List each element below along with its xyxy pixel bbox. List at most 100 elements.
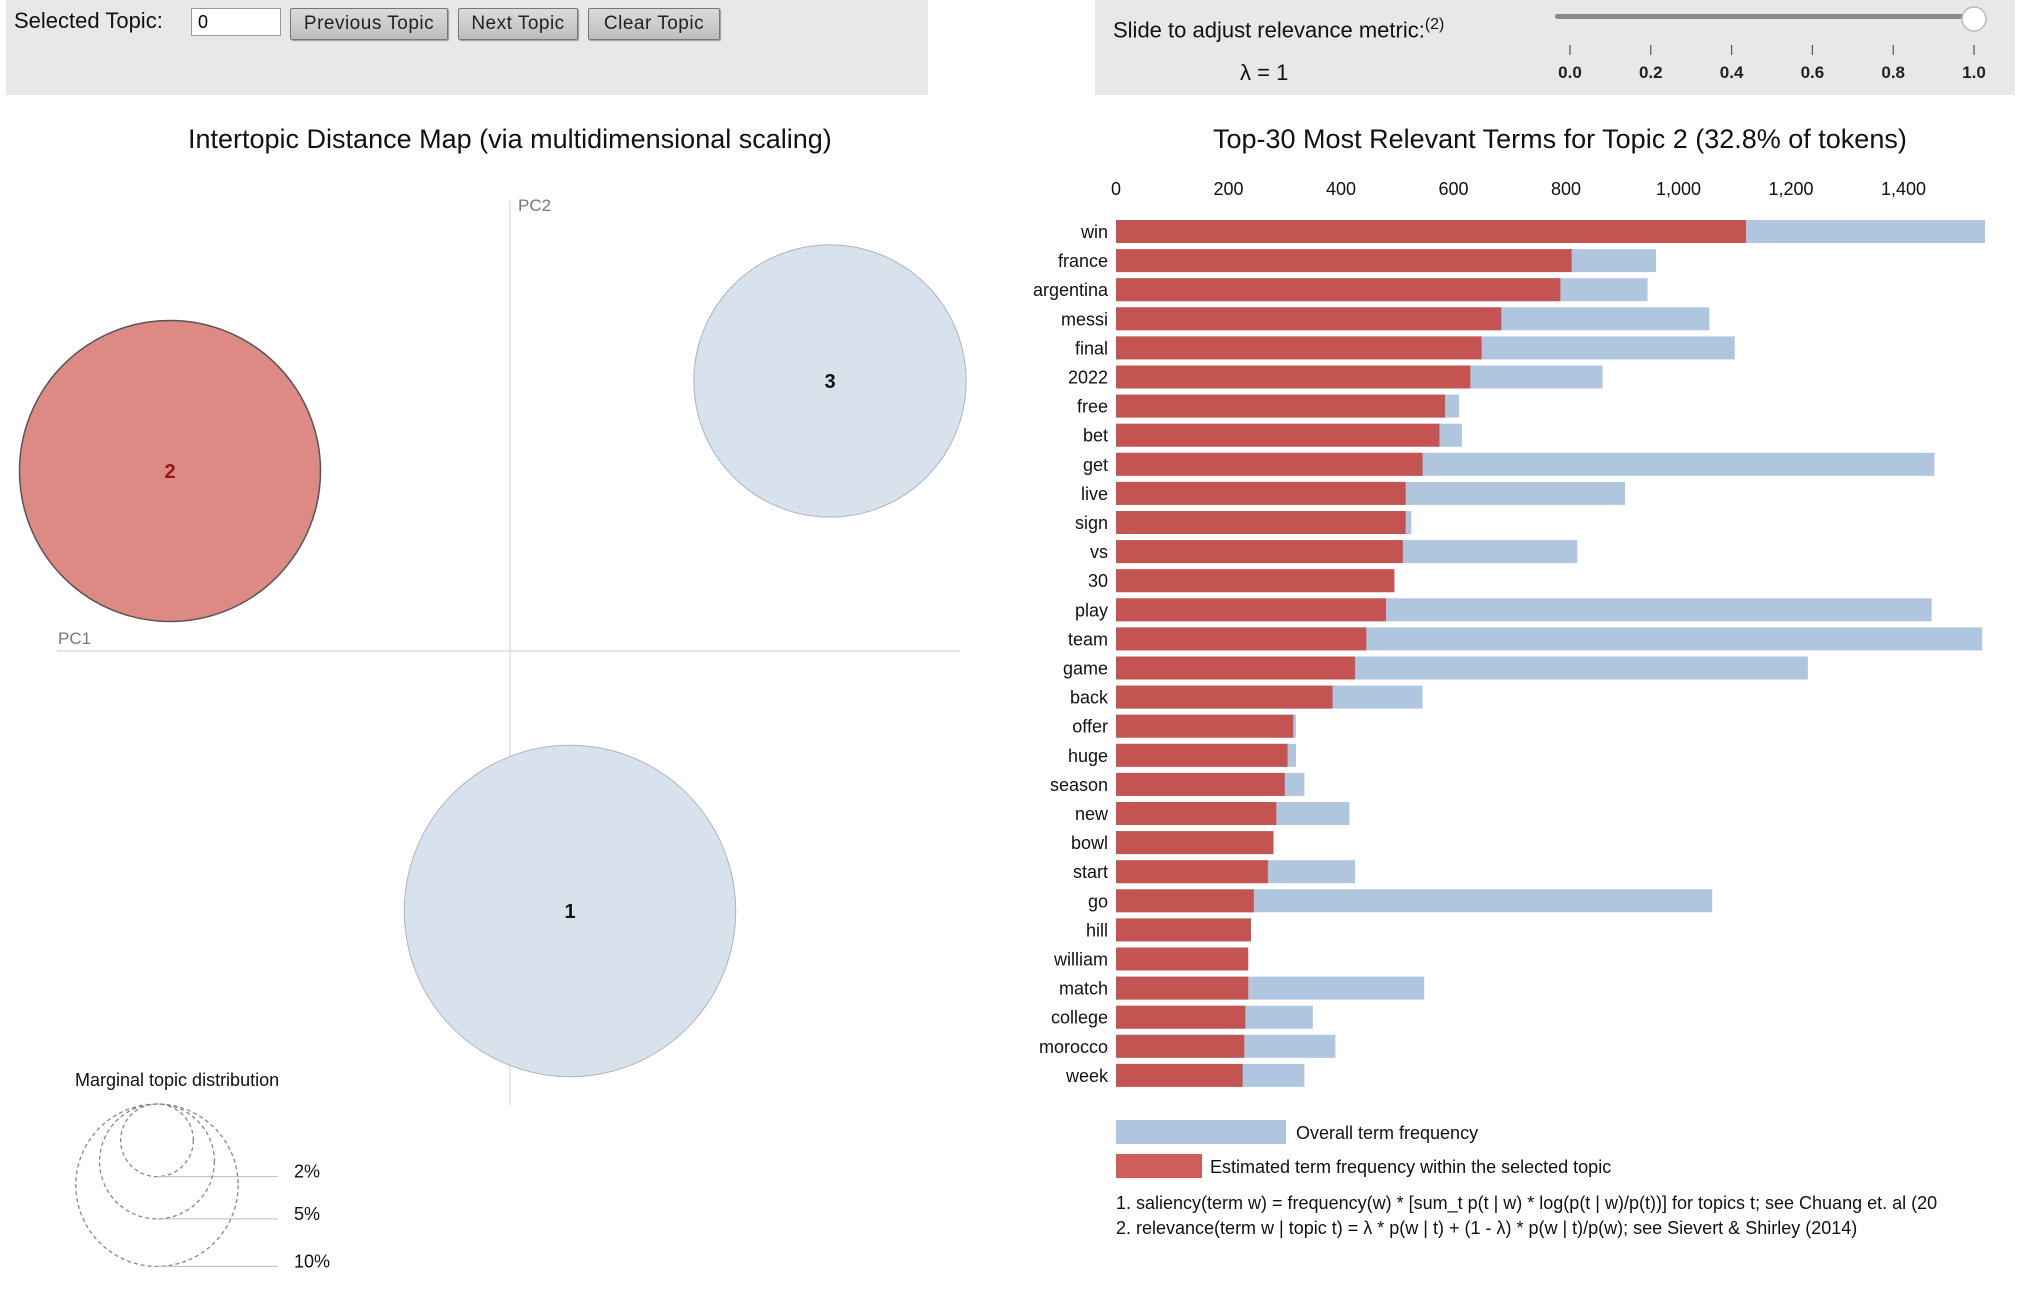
term-label[interactable]: week bbox=[1065, 1066, 1109, 1086]
term-label[interactable]: morocco bbox=[1039, 1037, 1108, 1057]
footnote-relevance: 2. relevance(term w | topic t) = λ * p(w… bbox=[1116, 1218, 1857, 1238]
selected-topic-label: Selected Topic: bbox=[14, 8, 163, 33]
topic-frequency-bar[interactable] bbox=[1116, 627, 1367, 651]
topic-frequency-bar[interactable] bbox=[1116, 772, 1285, 796]
pc2-axis-label: PC2 bbox=[518, 196, 551, 215]
term-label[interactable]: game bbox=[1063, 659, 1108, 679]
topic-frequency-bar[interactable] bbox=[1116, 976, 1249, 1000]
term-label[interactable]: back bbox=[1070, 688, 1109, 708]
topic-frequency-bar[interactable] bbox=[1116, 860, 1268, 884]
topic-circle-1[interactable] bbox=[403, 744, 737, 1078]
topic-frequency-bar[interactable] bbox=[1116, 802, 1277, 825]
term-label[interactable]: hill bbox=[1086, 920, 1108, 940]
topic-frequency-bar[interactable] bbox=[1116, 1005, 1246, 1029]
term-label[interactable]: argentina bbox=[1033, 280, 1109, 300]
term-label[interactable]: season bbox=[1050, 775, 1108, 795]
term-label[interactable]: bet bbox=[1083, 426, 1108, 446]
marginal-distribution-title: Marginal topic distribution bbox=[75, 1070, 279, 1090]
slider-track[interactable] bbox=[1555, 14, 1965, 19]
term-label[interactable]: free bbox=[1077, 397, 1108, 417]
topic-frequency-bar[interactable] bbox=[1116, 714, 1294, 738]
x-tick-label: 1,000 bbox=[1656, 179, 1701, 199]
topic-frequency-bar[interactable] bbox=[1116, 365, 1471, 389]
footnote-saliency: 1. saliency(term w) = frequency(w) * [su… bbox=[1116, 1193, 1937, 1214]
legend-topic-label: Estimated term frequency within the sele… bbox=[1210, 1157, 1611, 1177]
topic-frequency-bar[interactable] bbox=[1116, 336, 1482, 360]
topic-frequency-bar[interactable] bbox=[1116, 889, 1254, 913]
intertopic-map-title: Intertopic Distance Map (via multidimens… bbox=[188, 124, 832, 154]
topic-frequency-bar[interactable] bbox=[1116, 423, 1440, 447]
lambda-value: λ = 1 bbox=[1240, 60, 1289, 85]
term-label[interactable]: offer bbox=[1072, 717, 1108, 737]
relevance-slider[interactable]: 0.0 0.2 0.4 0.6 0.8 1.0 bbox=[1095, 0, 2015, 95]
term-label[interactable]: vs bbox=[1090, 542, 1108, 562]
term-label[interactable]: 2022 bbox=[1068, 368, 1108, 388]
marginal-label: 10% bbox=[294, 1251, 330, 1271]
intertopic-distance-map: PC1 PC2 123 Marginal topic distribution … bbox=[18, 196, 967, 1271]
previous-topic-button[interactable]: Previous Topic bbox=[290, 8, 448, 40]
slider-handle[interactable] bbox=[1961, 6, 1987, 32]
topic-frequency-bar[interactable] bbox=[1116, 249, 1572, 273]
term-label[interactable]: bowl bbox=[1071, 833, 1108, 853]
term-label[interactable]: team bbox=[1068, 629, 1108, 649]
marginal-circle bbox=[75, 1103, 239, 1268]
topic-frequency-bar[interactable] bbox=[1116, 1034, 1245, 1058]
topic-frequency-bar[interactable] bbox=[1116, 656, 1356, 680]
term-label[interactable]: win bbox=[1080, 222, 1108, 242]
topic-circle-3[interactable] bbox=[693, 244, 967, 518]
x-tick-label: 1,400 bbox=[1881, 179, 1926, 199]
slider-tick-label: 0.6 bbox=[1801, 63, 1825, 82]
topic-frequency-bar[interactable] bbox=[1116, 481, 1406, 505]
marginal-label: 5% bbox=[294, 1204, 320, 1224]
topic-frequency-bar[interactable] bbox=[1116, 220, 1746, 243]
term-label[interactable]: 30 bbox=[1088, 571, 1108, 591]
topic-frequency-bar[interactable] bbox=[1116, 452, 1423, 476]
term-label[interactable]: live bbox=[1081, 484, 1108, 504]
term-label[interactable]: new bbox=[1075, 804, 1109, 824]
x-tick-label: 0 bbox=[1111, 179, 1121, 199]
topic-label-2: 2 bbox=[164, 461, 175, 483]
marginal-circle bbox=[120, 1103, 194, 1178]
term-label[interactable]: huge bbox=[1068, 746, 1108, 766]
topic-frequency-bar[interactable] bbox=[1116, 540, 1403, 564]
term-label[interactable]: go bbox=[1088, 891, 1108, 911]
topic-frequency-bar[interactable] bbox=[1116, 394, 1446, 418]
topic-frequency-bar[interactable] bbox=[1116, 918, 1251, 942]
topic-frequency-bar[interactable] bbox=[1116, 569, 1395, 593]
pc1-axis-label: PC1 bbox=[58, 629, 91, 648]
topic-frequency-bar[interactable] bbox=[1116, 598, 1386, 622]
x-tick-label: 800 bbox=[1551, 179, 1581, 199]
term-label[interactable]: play bbox=[1075, 600, 1108, 620]
legend-topic-swatch bbox=[1116, 1154, 1202, 1178]
topic-frequency-bar[interactable] bbox=[1116, 511, 1406, 534]
legend-overall-label: Overall term frequency bbox=[1296, 1123, 1478, 1143]
topic-frequency-bar[interactable] bbox=[1116, 278, 1561, 302]
term-label[interactable]: college bbox=[1051, 1008, 1108, 1028]
slider-footnote-ref: (2) bbox=[1424, 16, 1445, 33]
topic-frequency-bar[interactable] bbox=[1116, 1063, 1243, 1087]
topic-frequency-bar[interactable] bbox=[1116, 307, 1502, 331]
term-label[interactable]: william bbox=[1053, 950, 1108, 970]
slider-tick-label: 1.0 bbox=[1962, 63, 1986, 82]
term-bar-chart: 0 200 400 600 800 1,000 1,200 1,400 win france ar… bbox=[1033, 179, 1986, 1238]
term-label[interactable]: final bbox=[1075, 338, 1108, 358]
slider-tick-label: 0.4 bbox=[1720, 63, 1744, 82]
next-topic-button[interactable]: Next Topic bbox=[458, 8, 578, 40]
topic-circle-2[interactable] bbox=[18, 319, 322, 623]
slider-tick-label: 0.8 bbox=[1881, 63, 1905, 82]
term-label[interactable]: start bbox=[1073, 862, 1108, 882]
slider-ticks: 0.0 0.2 0.4 0.6 0.8 1.0 bbox=[1558, 45, 1986, 82]
topic-frequency-bar[interactable] bbox=[1116, 831, 1274, 855]
clear-topic-button[interactable]: Clear Topic bbox=[588, 8, 720, 40]
selected-topic-input[interactable] bbox=[191, 8, 281, 36]
term-label[interactable]: match bbox=[1059, 979, 1108, 999]
topic-frequency-bar[interactable] bbox=[1116, 743, 1288, 767]
term-label[interactable]: sign bbox=[1075, 513, 1108, 533]
term-label[interactable]: get bbox=[1083, 455, 1108, 475]
topic-label-3: 3 bbox=[824, 371, 835, 393]
term-label[interactable]: messi bbox=[1061, 309, 1108, 329]
topic-frequency-bar[interactable] bbox=[1116, 947, 1249, 971]
term-label[interactable]: france bbox=[1058, 251, 1108, 271]
overall-frequency-bar[interactable] bbox=[1116, 889, 1713, 913]
topic-frequency-bar[interactable] bbox=[1116, 685, 1333, 709]
